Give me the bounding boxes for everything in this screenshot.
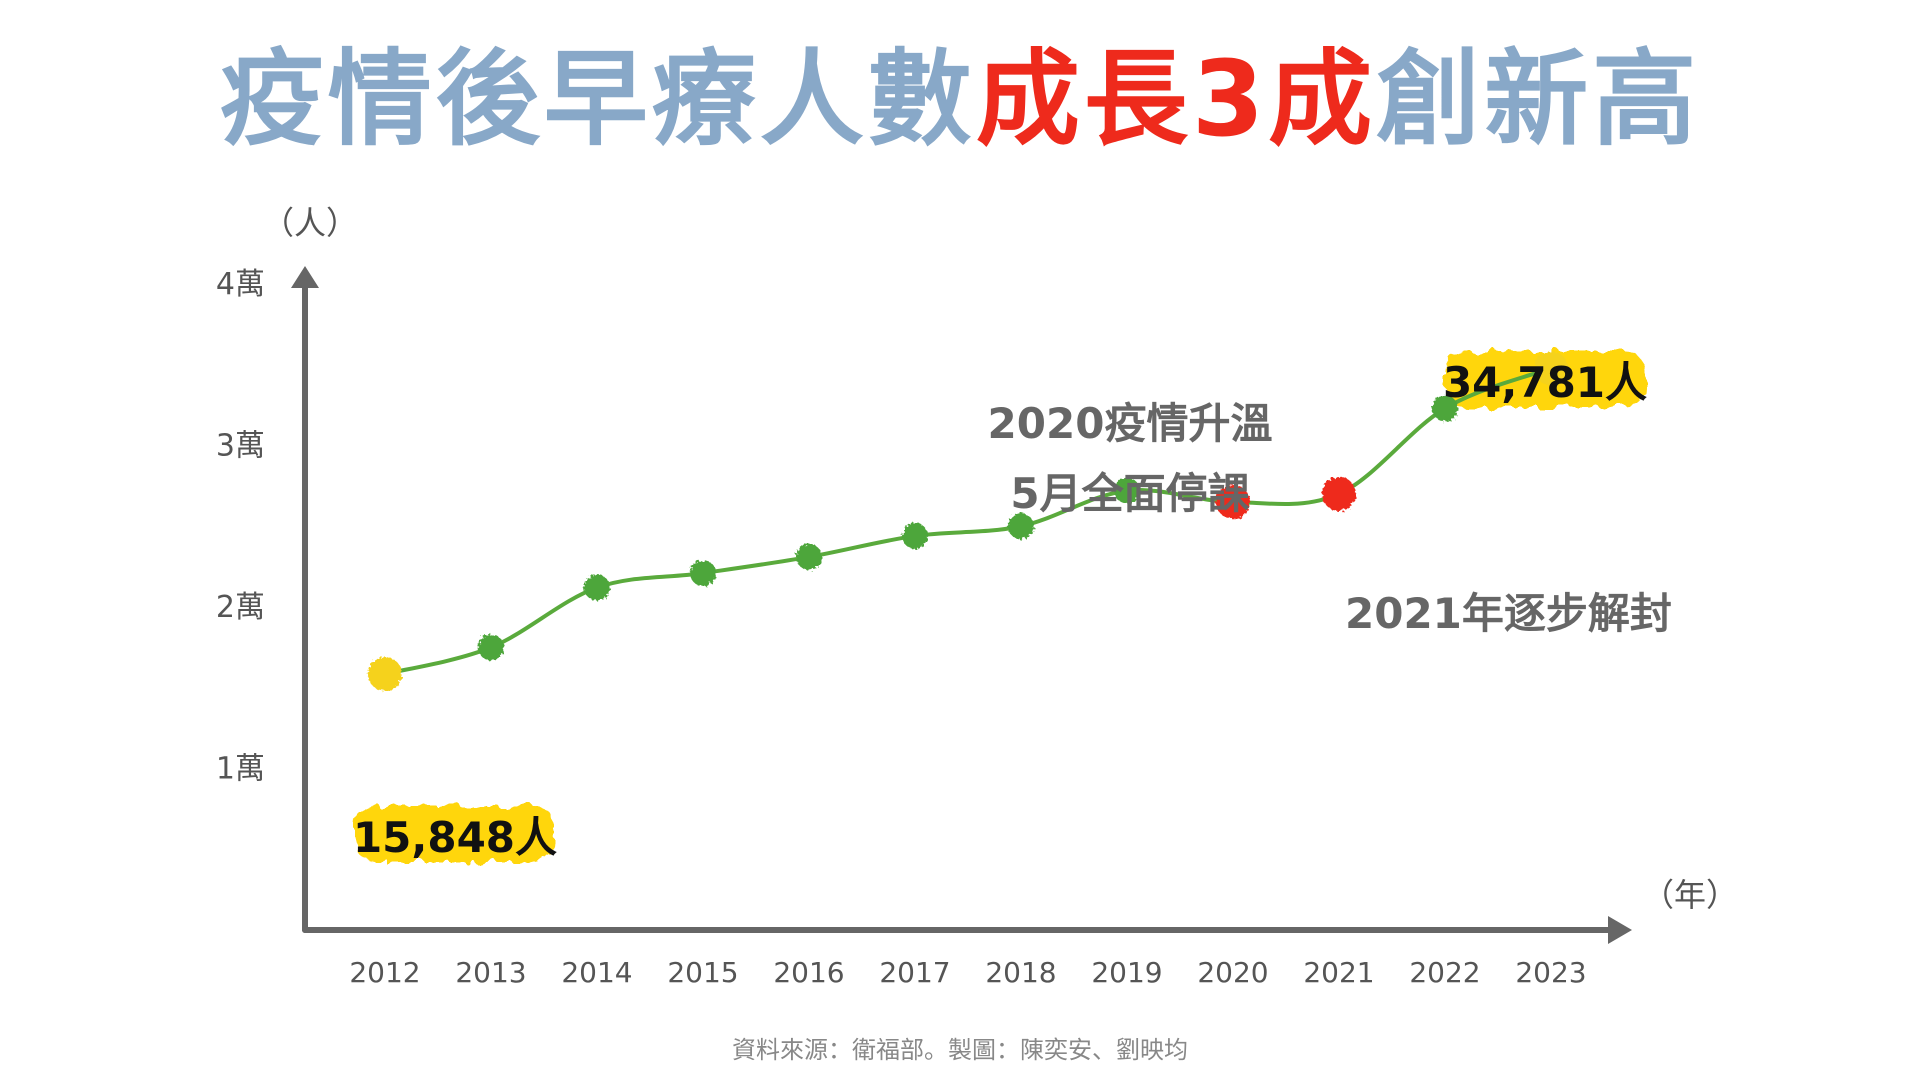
data-point-2013	[478, 634, 504, 661]
annotation-2020-line-1: 2020疫情升溫	[988, 399, 1273, 448]
data-points	[368, 351, 1568, 692]
x-tick-labels: 2012 2013 2014 2015 2016 2017 2018 2019 2020 2021…	[349, 956, 1586, 989]
data-point-2020	[1216, 485, 1250, 520]
x-tick-label-2023: 2023	[1515, 956, 1586, 989]
series-line	[383, 366, 1553, 677]
data-point-2014	[584, 574, 610, 601]
data-point-2016	[796, 543, 822, 570]
x-tick-label-2016: 2016	[773, 956, 844, 989]
series-line-group	[383, 366, 1553, 677]
data-point-2017	[902, 522, 928, 549]
x-tick-label-2020: 2020	[1197, 956, 1268, 989]
value-labels: 15,848人 34,781人	[353, 358, 1647, 862]
annotations: 2020疫情升溫 5月全面停課 2021年逐步解封	[988, 399, 1672, 638]
x-tick-label-2022: 2022	[1409, 956, 1480, 989]
annotation-2021-line-1: 2021年逐步解封	[1345, 589, 1672, 638]
y-axis-unit: （人）	[262, 204, 358, 242]
x-axis-arrow	[1608, 916, 1632, 944]
y-tick-label-4: 4萬	[216, 267, 265, 302]
x-tick-label-2019: 2019	[1091, 956, 1162, 989]
y-tick-label-1: 1萬	[216, 752, 265, 787]
value-label-2012: 15,848人	[353, 813, 557, 862]
x-tick-label-2015: 2015	[667, 956, 738, 989]
y-axis-arrow	[291, 266, 319, 288]
x-tick-label-2013: 2013	[455, 956, 526, 989]
chart-title: 疫情後早療人數成長3成創新高	[0, 42, 1920, 156]
x-tick-label-2018: 2018	[985, 956, 1056, 989]
y-tick-label-3: 3萬	[216, 429, 265, 464]
x-axis-unit: （年）	[1642, 876, 1738, 914]
data-point-2018	[1008, 513, 1034, 540]
data-point-2022	[1432, 395, 1458, 422]
value-label-2023: 34,781人	[1443, 358, 1647, 407]
title-part-3: 創新高	[1376, 38, 1701, 160]
x-tick-label-2021: 2021	[1303, 956, 1374, 989]
x-tick-label-2014: 2014	[561, 956, 632, 989]
data-point-2021	[1322, 476, 1356, 511]
axes: （人） （年）	[262, 204, 1738, 944]
annotation-2020-line-2: 5月全面停課	[1010, 469, 1249, 518]
source-credit: 資料來源：衛福部。製圖：陳奕安、劉映均	[732, 1036, 1188, 1064]
x-tick-label-2017: 2017	[879, 956, 950, 989]
title-part-2-highlight: 成長3成	[975, 38, 1377, 160]
data-point-2012	[368, 657, 402, 692]
data-point-2023	[1534, 351, 1568, 386]
data-point-2019	[1114, 477, 1140, 504]
data-point-2015	[690, 560, 716, 587]
y-tick-label-2: 2萬	[216, 590, 265, 625]
title-part-1: 疫情後早療人數	[219, 38, 976, 160]
x-tick-label-2012: 2012	[349, 956, 420, 989]
value-label-highlight-2012	[355, 806, 555, 862]
y-tick-labels: 1萬 2萬 3萬 4萬	[216, 267, 265, 787]
